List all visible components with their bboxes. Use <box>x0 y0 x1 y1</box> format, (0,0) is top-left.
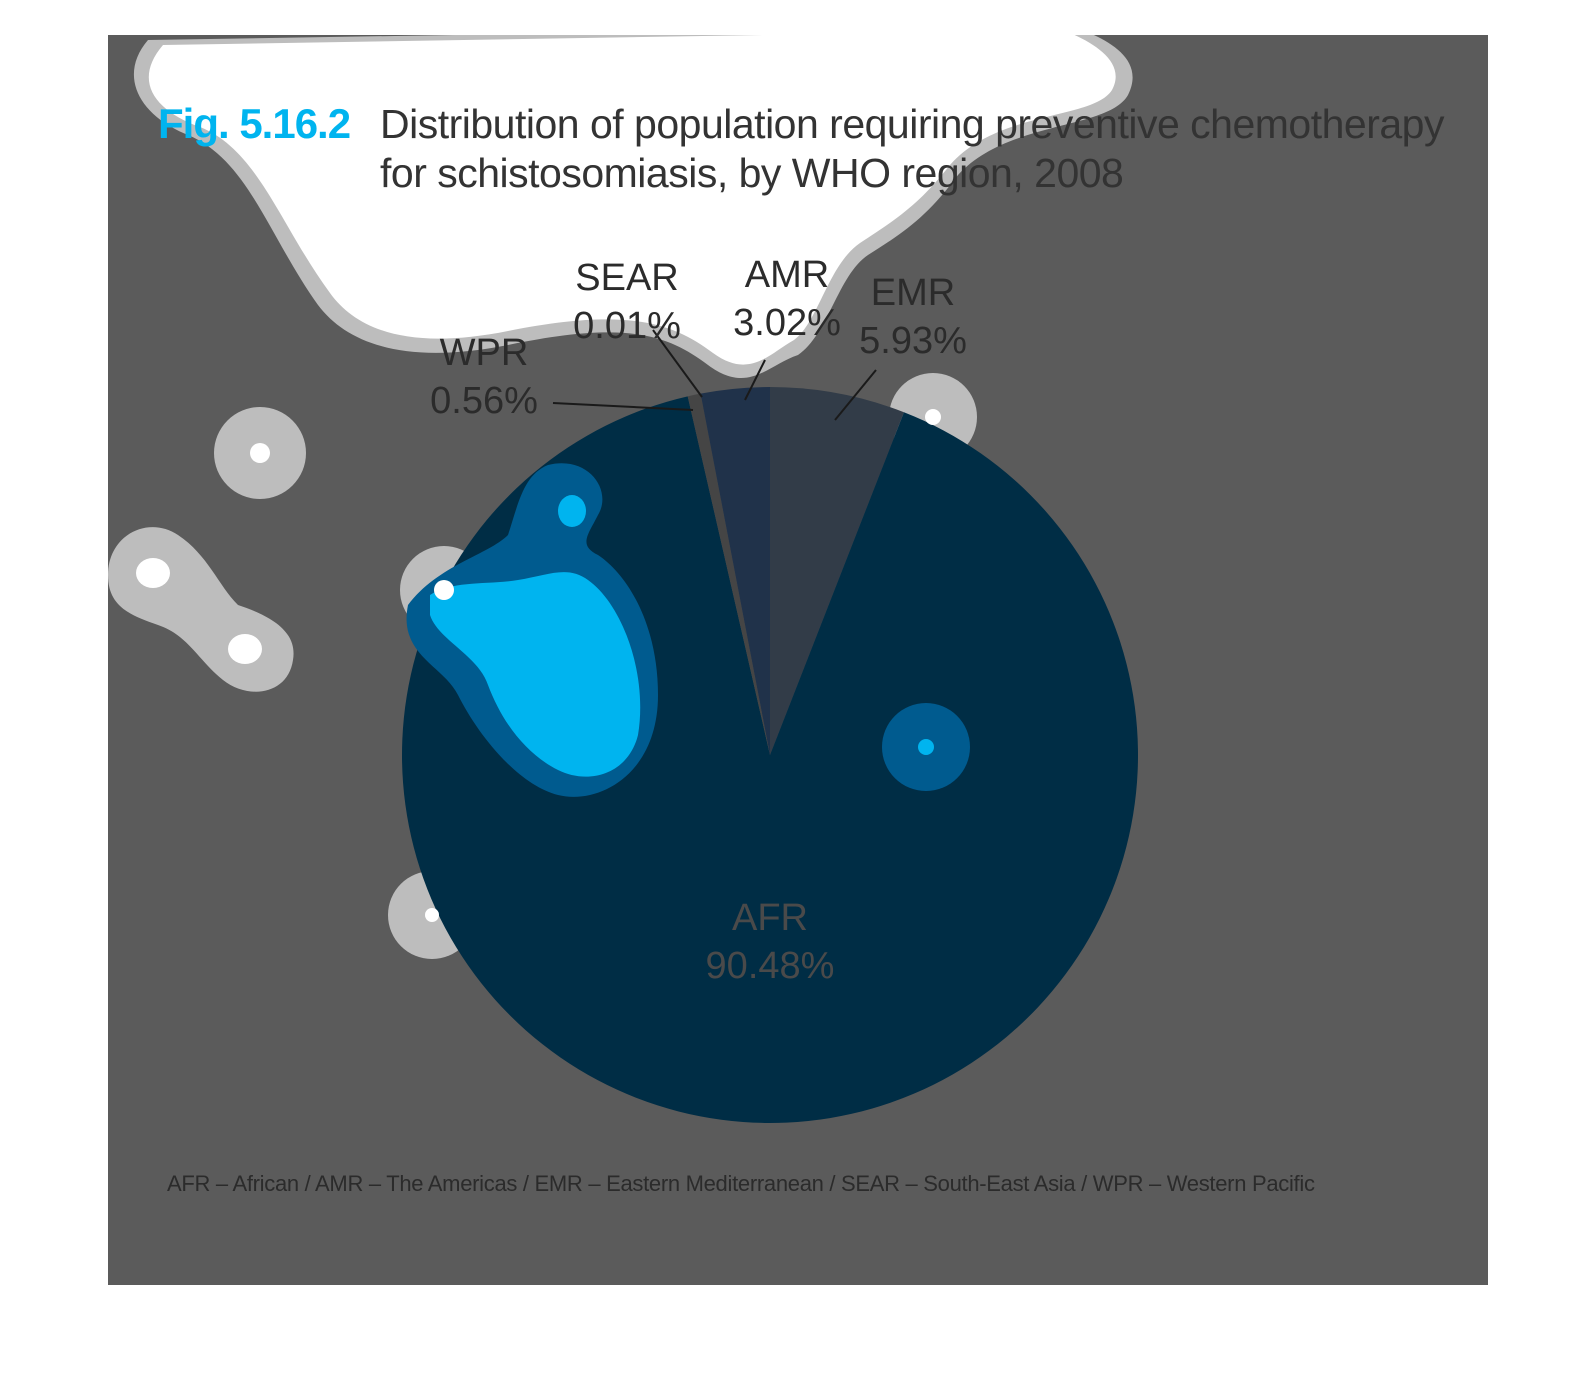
slice-label-amr: AMR <box>745 254 829 296</box>
slice-value-amr: 3.02% <box>733 302 841 344</box>
slice-value-wpr: 0.56% <box>430 380 538 422</box>
slice-label-emr: EMR <box>871 272 955 314</box>
slice-value-emr: 5.93% <box>859 320 967 362</box>
leader-line-sear <box>652 329 703 398</box>
slice-label-sear: SEAR <box>575 257 678 299</box>
leader-line-wpr <box>552 402 694 411</box>
chart-title-line1: Distribution of population requiring pre… <box>380 101 1444 147</box>
pie-labels: EMR 5.93% AFR 90.48% WPR 0.56% SEAR 0.01% AMR 3.0… <box>430 254 967 987</box>
figure-panel: EMR 5.93% AFR 90.48% WPR 0.56% SEAR 0.01% AMR 3.0… <box>108 35 1488 1285</box>
slice-value-sear: 0.01% <box>573 305 681 347</box>
figure-number: Fig. 5.16.2 <box>158 100 351 147</box>
pie-slice-emr <box>770 387 904 755</box>
chart-footnote: AFR – African / AMR – The Americas / EMR… <box>167 1171 1315 1196</box>
slice-label-afr: AFR <box>732 897 808 939</box>
chart-title-line2: for schistosomiasis, by WHO region, 2008 <box>380 150 1124 196</box>
pie-slice-amr <box>700 387 770 755</box>
leader-line-emr <box>834 369 877 421</box>
leader-line-amr <box>744 359 766 401</box>
pie-chart: EMR 5.93% AFR 90.48% WPR 0.56% SEAR 0.01% AMR 3.0… <box>108 35 1138 1123</box>
slice-label-wpr: WPR <box>440 332 529 374</box>
decorative-highlights <box>406 409 970 922</box>
pie-slice-sear <box>700 393 770 755</box>
chart-title: Distribution of population requiring pre… <box>380 100 1444 198</box>
pie-slice-wpr <box>687 393 770 755</box>
slice-value-afr: 90.48% <box>706 945 835 987</box>
title-cloud <box>148 35 1116 365</box>
